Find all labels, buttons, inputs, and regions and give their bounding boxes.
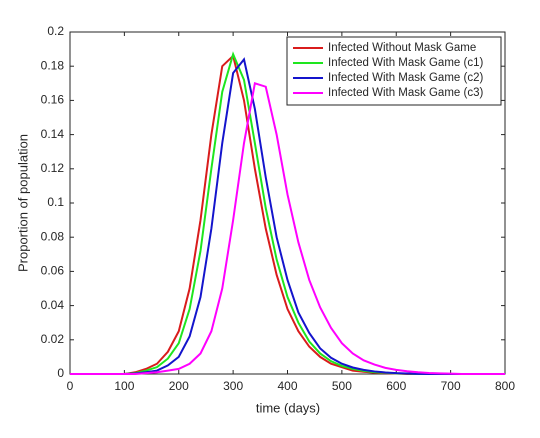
legend-label: Infected With Mask Game (c3) [328,87,483,99]
y-tick-label: 0.1 [47,195,64,209]
y-tick-label: 0.14 [41,127,65,141]
x-tick-label: 300 [223,379,243,393]
x-axis-label: time (days) [256,400,320,415]
line-series [70,82,505,375]
x-tick-label: 200 [169,379,189,393]
y-tick-label: 0.02 [41,332,65,346]
x-tick-label: 100 [114,379,134,393]
x-tick-label: 0 [67,379,74,393]
legend-label: Infected With Mask Game (c2) [328,72,483,84]
y-tick-label: 0.12 [41,161,65,175]
x-tick-label: 500 [332,379,352,393]
y-tick-label: 0.06 [41,264,65,278]
y-tick-label: 0.04 [41,298,65,312]
y-tick-label: 0.18 [41,58,65,72]
y-axis-label: Proportion of population [15,134,30,272]
y-tick-label: 0.16 [41,93,65,107]
x-tick-label: 700 [441,379,461,393]
y-tick-label: 0 [57,366,64,380]
x-tick-label: 400 [277,379,297,393]
legend-label: Infected Without Mask Game [328,42,476,54]
x-tick-label: 800 [495,379,515,393]
y-tick-label: 0.2 [47,24,64,38]
legend-label: Infected With Mask Game (c1) [328,57,483,69]
y-tick-label: 0.08 [41,229,65,243]
x-tick-label: 600 [386,379,406,393]
